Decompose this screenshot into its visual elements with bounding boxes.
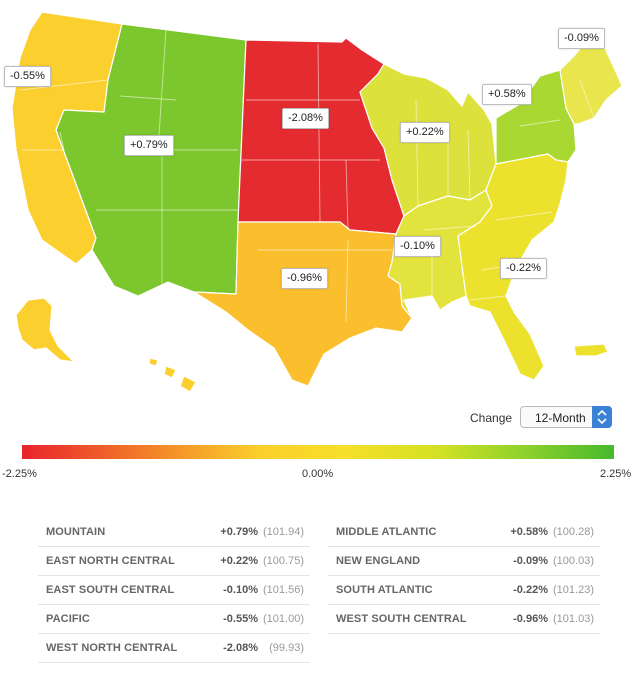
region-change: -0.10%: [223, 584, 258, 596]
region-puerto-rico[interactable]: [573, 343, 609, 357]
region-index: (101.94): [263, 526, 304, 538]
legend-mid-label: 0.00%: [302, 468, 334, 480]
region-index: (101.03): [553, 613, 594, 625]
region-change: -0.96%: [513, 613, 548, 625]
region-alaska[interactable]: [15, 297, 75, 363]
region-name: MOUNTAIN: [46, 526, 106, 538]
region-index: (101.00): [263, 613, 304, 625]
stat-row: NEW ENGLAND -0.09% (100.03): [328, 547, 600, 576]
stat-row: EAST NORTH CENTRAL +0.22% (100.75): [38, 547, 310, 576]
region-change: +0.58%: [510, 526, 548, 538]
us-region-map: -0.55% +0.79% -2.08% +0.22% +0.58% -0.09…: [4, 11, 623, 393]
map-label-pacific: -0.55%: [4, 66, 51, 87]
stat-row: WEST NORTH CENTRAL -2.08% (99.93): [38, 634, 310, 663]
map-label-south-atlantic: -0.22%: [500, 258, 547, 279]
region-change: -2.08%: [223, 642, 258, 654]
color-scale-bar: [22, 445, 614, 459]
region-name: EAST SOUTH CENTRAL: [46, 584, 175, 596]
region-index: (99.93): [269, 642, 304, 654]
map-label-east-north-central: +0.22%: [400, 122, 450, 143]
region-index: (101.23): [553, 584, 594, 596]
legend-max-label: 2.25%: [600, 468, 632, 480]
map-label-west-south-central: -0.96%: [281, 268, 328, 289]
stat-row: SOUTH ATLANTIC -0.22% (101.23): [328, 576, 600, 605]
region-change: +0.22%: [220, 555, 258, 567]
stats-column-right: MIDDLE ATLANTIC +0.58% (100.28) NEW ENGLAND…: [328, 518, 600, 634]
change-period-value: 12-Month: [535, 411, 586, 425]
stat-row: MOUNTAIN +0.79% (101.94): [38, 518, 310, 547]
region-name: NEW ENGLAND: [336, 555, 421, 567]
stat-row: MIDDLE ATLANTIC +0.58% (100.28): [328, 518, 600, 547]
region-change: -0.22%: [513, 584, 548, 596]
map-label-new-england: -0.09%: [558, 28, 605, 49]
region-name: WEST NORTH CENTRAL: [46, 642, 178, 654]
map-label-west-north-central: -2.08%: [282, 108, 329, 129]
select-arrows-icon[interactable]: [592, 406, 612, 428]
region-name: EAST NORTH CENTRAL: [46, 555, 175, 567]
change-label: Change: [470, 411, 513, 425]
region-name: MIDDLE ATLANTIC: [336, 526, 437, 538]
region-hawaii[interactable]: [148, 357, 197, 393]
region-change: -0.55%: [223, 613, 258, 625]
change-period-select[interactable]: 12-Month: [520, 406, 612, 428]
region-index: (100.75): [263, 555, 304, 567]
stat-row: EAST SOUTH CENTRAL -0.10% (101.56): [38, 576, 310, 605]
region-name: PACIFIC: [46, 613, 90, 625]
region-change: +0.79%: [220, 526, 258, 538]
region-index: (100.03): [553, 555, 594, 567]
stats-column-left: MOUNTAIN +0.79% (101.94) EAST NORTH CENTRAL…: [38, 518, 310, 663]
stat-row: WEST SOUTH CENTRAL -0.96% (101.03): [328, 605, 600, 634]
region-index: (101.56): [263, 584, 304, 596]
map-label-east-south-central: -0.10%: [394, 236, 441, 257]
region-name: WEST SOUTH CENTRAL: [336, 613, 467, 625]
stat-row: PACIFIC -0.55% (101.00): [38, 605, 310, 634]
region-index: (100.28): [553, 526, 594, 538]
region-change: -0.09%: [513, 555, 548, 567]
region-name: SOUTH ATLANTIC: [336, 584, 433, 596]
map-label-middle-atlantic: +0.58%: [482, 84, 532, 105]
map-label-mountain: +0.79%: [124, 135, 174, 156]
legend-min-label: -2.25%: [2, 468, 37, 480]
